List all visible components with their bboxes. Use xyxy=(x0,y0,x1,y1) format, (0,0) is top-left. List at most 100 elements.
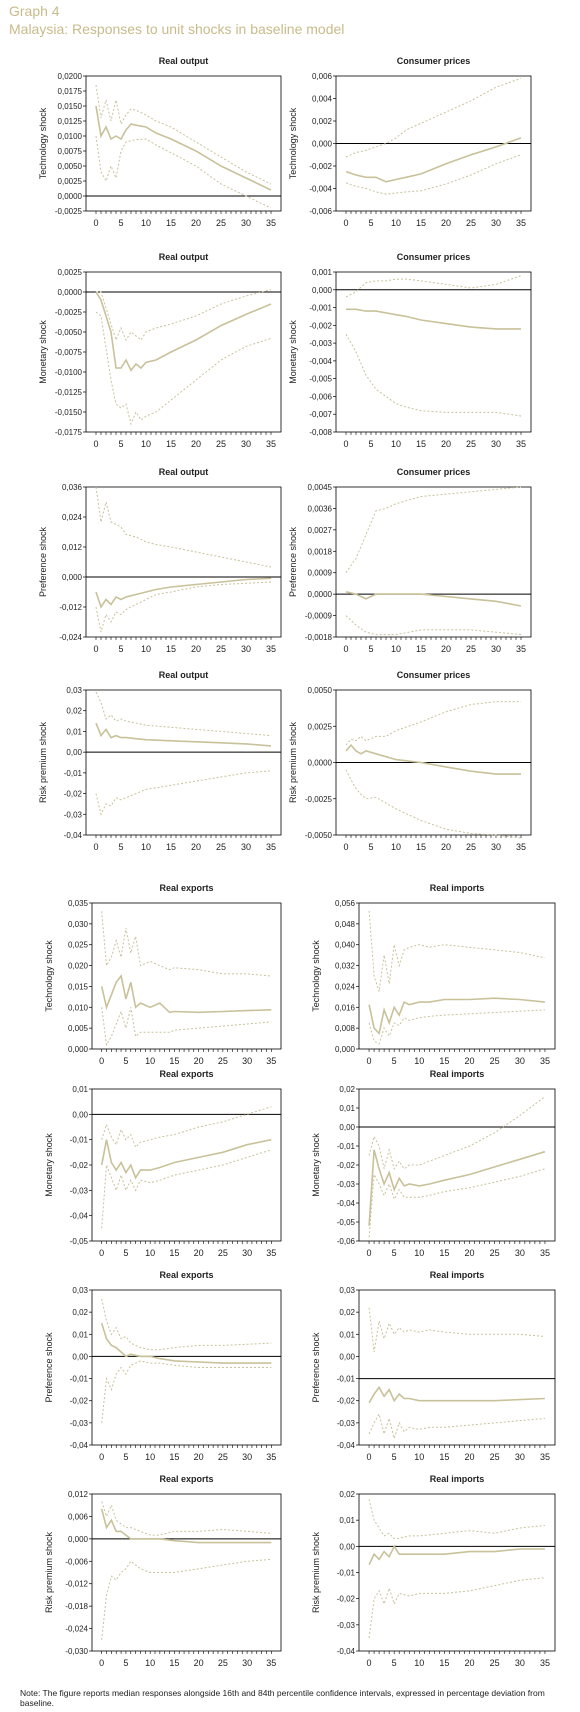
x-tick-label: 30 xyxy=(491,644,501,654)
x-tick-label: 15 xyxy=(169,1452,179,1462)
y-tick-label: 0,00 xyxy=(72,1352,88,1361)
x-tick-label: 15 xyxy=(439,1452,449,1462)
upper-band-line xyxy=(101,1106,272,1149)
x-tick-label: 20 xyxy=(191,644,201,654)
x-tick-label: 35 xyxy=(266,1056,276,1066)
x-tick-label: 15 xyxy=(166,644,176,654)
y-tick-label: 0,00 xyxy=(66,748,82,757)
y-tick-label: -0,002 xyxy=(309,321,332,330)
y-tick-label: 0,000 xyxy=(68,1045,89,1054)
x-tick-label: 30 xyxy=(515,1248,525,1258)
chart-panel: Real exports Technology shock 0,035 0,030 0,… xyxy=(44,883,282,1066)
x-tick-label: 20 xyxy=(441,842,451,852)
x-tick-label: 25 xyxy=(218,1248,228,1258)
y-tick-label: 0,006 xyxy=(68,1512,89,1521)
x-tick-label: 25 xyxy=(216,439,226,449)
y-tick-label: -0,006 xyxy=(65,1557,88,1566)
y-tick-label: 0,02 xyxy=(339,1085,355,1094)
x-tick-label: 20 xyxy=(465,1452,475,1462)
y-tick-label: 0,048 xyxy=(335,920,356,929)
chart-title: Real exports xyxy=(159,1270,213,1280)
x-tick-label: 35 xyxy=(540,1248,550,1258)
y-tick-label: 0,0125 xyxy=(58,117,83,126)
chart-panel: Real imports Preference shock 0,03 0,02 0,01… xyxy=(311,1270,556,1462)
upper-band-line xyxy=(101,1501,272,1536)
x-tick-label: 15 xyxy=(416,218,426,228)
chart-panel: Consumer prices Preference shock 0,0045 0,0… xyxy=(288,467,532,654)
y-tick-label: 0,01 xyxy=(72,1330,88,1339)
y-axis-label: Risk premium shock xyxy=(288,721,298,803)
y-tick-label: 0,032 xyxy=(335,962,356,971)
x-tick-label: 5 xyxy=(392,1248,397,1258)
y-tick-label: 0,0027 xyxy=(308,526,333,535)
x-tick-label: 20 xyxy=(441,218,451,228)
x-tick-label: 20 xyxy=(191,842,201,852)
y-tick-label: 0,040 xyxy=(335,941,356,950)
x-tick-label: 25 xyxy=(466,842,476,852)
x-tick-label: 0 xyxy=(99,1056,104,1066)
lower-band-line xyxy=(345,154,522,195)
chart-panel: Real exports Risk premium shock 0,012 0,006… xyxy=(44,1474,282,1668)
y-tick-label: -0,0009 xyxy=(305,612,333,621)
y-tick-label: -0,024 xyxy=(65,1625,88,1634)
median-response-line xyxy=(95,577,272,609)
x-tick-label: 10 xyxy=(414,1658,424,1668)
y-tick-label: -0,04 xyxy=(70,1212,89,1221)
median-response-line xyxy=(100,974,272,1014)
x-tick-label: 0 xyxy=(93,644,98,654)
upper-band-line xyxy=(95,691,272,737)
y-tick-label: -0,0025 xyxy=(305,795,333,804)
x-tick-label: 0 xyxy=(93,842,98,852)
y-tick-label: 0,0000 xyxy=(308,590,333,599)
y-tick-label: 0,0036 xyxy=(308,504,333,513)
x-tick-label: 15 xyxy=(166,842,176,852)
y-tick-label: 0,00 xyxy=(339,1352,355,1361)
y-tick-label: -0,03 xyxy=(337,1419,356,1428)
x-tick-label: 5 xyxy=(392,1056,397,1066)
x-tick-label: 20 xyxy=(194,1248,204,1258)
x-tick-label: 10 xyxy=(141,644,151,654)
chart-panel: Consumer prices Monetary shock 0,001 0,000 -… xyxy=(288,252,532,449)
lower-band-line xyxy=(101,1149,272,1229)
y-tick-label: -0,003 xyxy=(309,339,332,348)
y-axis-label: Risk premium shock xyxy=(311,1531,321,1613)
median-response-line xyxy=(345,137,522,183)
y-tick-label: 0,01 xyxy=(339,1516,355,1525)
chart-title: Real output xyxy=(159,252,209,262)
median-response-line xyxy=(100,1322,272,1364)
y-tick-label: 0,002 xyxy=(312,117,333,126)
x-tick-label: 25 xyxy=(490,1658,500,1668)
lower-band-line xyxy=(368,1168,546,1238)
y-tick-label: 0,01 xyxy=(66,727,82,736)
chart-panel: Real imports Risk premium shock 0,02 0,01 0,… xyxy=(311,1474,556,1668)
y-tick-label: -0,008 xyxy=(309,428,332,437)
plot-frame xyxy=(85,271,282,433)
x-tick-label: 35 xyxy=(516,644,526,654)
x-tick-label: 35 xyxy=(540,1452,550,1462)
x-tick-label: 0 xyxy=(99,1452,104,1462)
x-tick-label: 30 xyxy=(241,644,251,654)
y-tick-label: 0,0075 xyxy=(58,147,83,156)
y-tick-label: -0,012 xyxy=(65,1580,88,1589)
x-tick-label: 30 xyxy=(241,439,251,449)
y-tick-label: -0,02 xyxy=(337,1397,356,1406)
plot-frame xyxy=(358,902,556,1050)
x-tick-label: 0 xyxy=(343,218,348,228)
y-tick-label: -0,0075 xyxy=(55,348,83,357)
x-tick-label: 5 xyxy=(123,1056,128,1066)
x-tick-label: 5 xyxy=(368,644,373,654)
y-tick-label: 0,0009 xyxy=(308,569,333,578)
y-tick-label: -0,04 xyxy=(337,1441,356,1450)
y-tick-label: -0,05 xyxy=(70,1237,89,1246)
y-axis-label: Technology shock xyxy=(44,940,54,1012)
y-tick-label: -0,02 xyxy=(64,790,83,799)
x-tick-label: 5 xyxy=(118,842,123,852)
y-tick-label: 0,02 xyxy=(339,1490,355,1499)
y-tick-label: -0,0025 xyxy=(55,207,83,216)
y-tick-label: 0,00 xyxy=(339,1542,355,1551)
y-axis-label: Technology shock xyxy=(288,107,298,179)
y-tick-label: 0,012 xyxy=(62,543,83,552)
x-tick-label: 25 xyxy=(466,439,476,449)
lower-band-line xyxy=(95,311,272,426)
x-tick-label: 10 xyxy=(391,218,401,228)
